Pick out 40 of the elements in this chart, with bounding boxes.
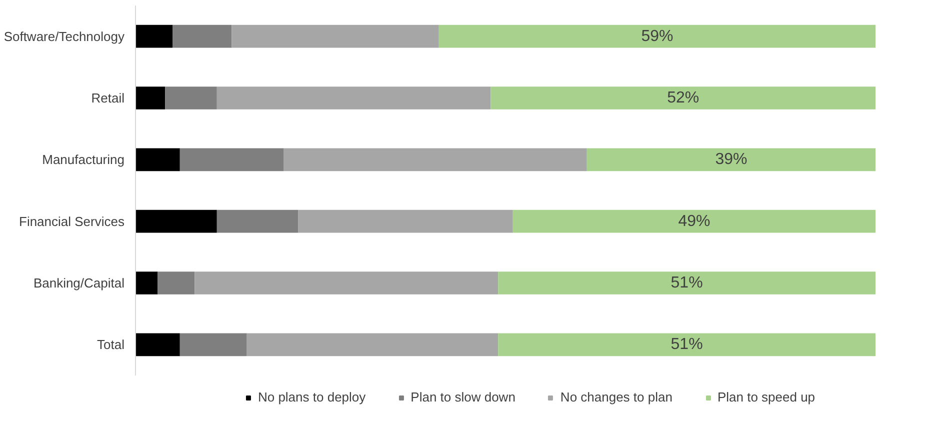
data-label: 51% [670,336,703,354]
y-tick-label: Financial Services [19,214,125,229]
bar [136,86,166,110]
bar [490,86,876,110]
data-label: 59% [641,28,674,45]
bar [284,148,587,172]
bar [180,148,284,172]
y-tick-label: Software/Technology [4,28,125,44]
bar [246,333,498,356]
legend-label: Plan to speed up [717,390,816,404]
bar [586,148,876,172]
bar [136,210,217,233]
legend-label: Plan to slow down [410,390,516,404]
bar [172,24,232,48]
bar [498,272,876,294]
y-tick-label: Retail [91,90,125,106]
bar [498,333,876,356]
data-label: 51% [670,274,703,292]
bar [298,210,513,233]
data-label: 39% [715,151,748,168]
y-tick-label: Total [97,337,125,352]
bar [216,86,491,110]
data-label: 52% [667,90,700,106]
bar [136,272,158,294]
bar [136,148,180,172]
legend-label: No plans to deploy [258,390,366,404]
bar [194,272,498,294]
legend-label: No changes to plan [560,390,672,404]
bar [512,210,876,233]
bar [438,24,876,48]
bar [232,24,439,48]
bar [136,24,172,48]
y-tick-label: Banking/Capital [33,276,125,290]
bar [216,210,298,233]
data-label: 49% [678,212,710,230]
bar [165,86,217,110]
bar [136,333,180,356]
bar [158,272,195,294]
y-tick-label: Manufacturing [42,152,125,168]
bar [180,333,246,356]
